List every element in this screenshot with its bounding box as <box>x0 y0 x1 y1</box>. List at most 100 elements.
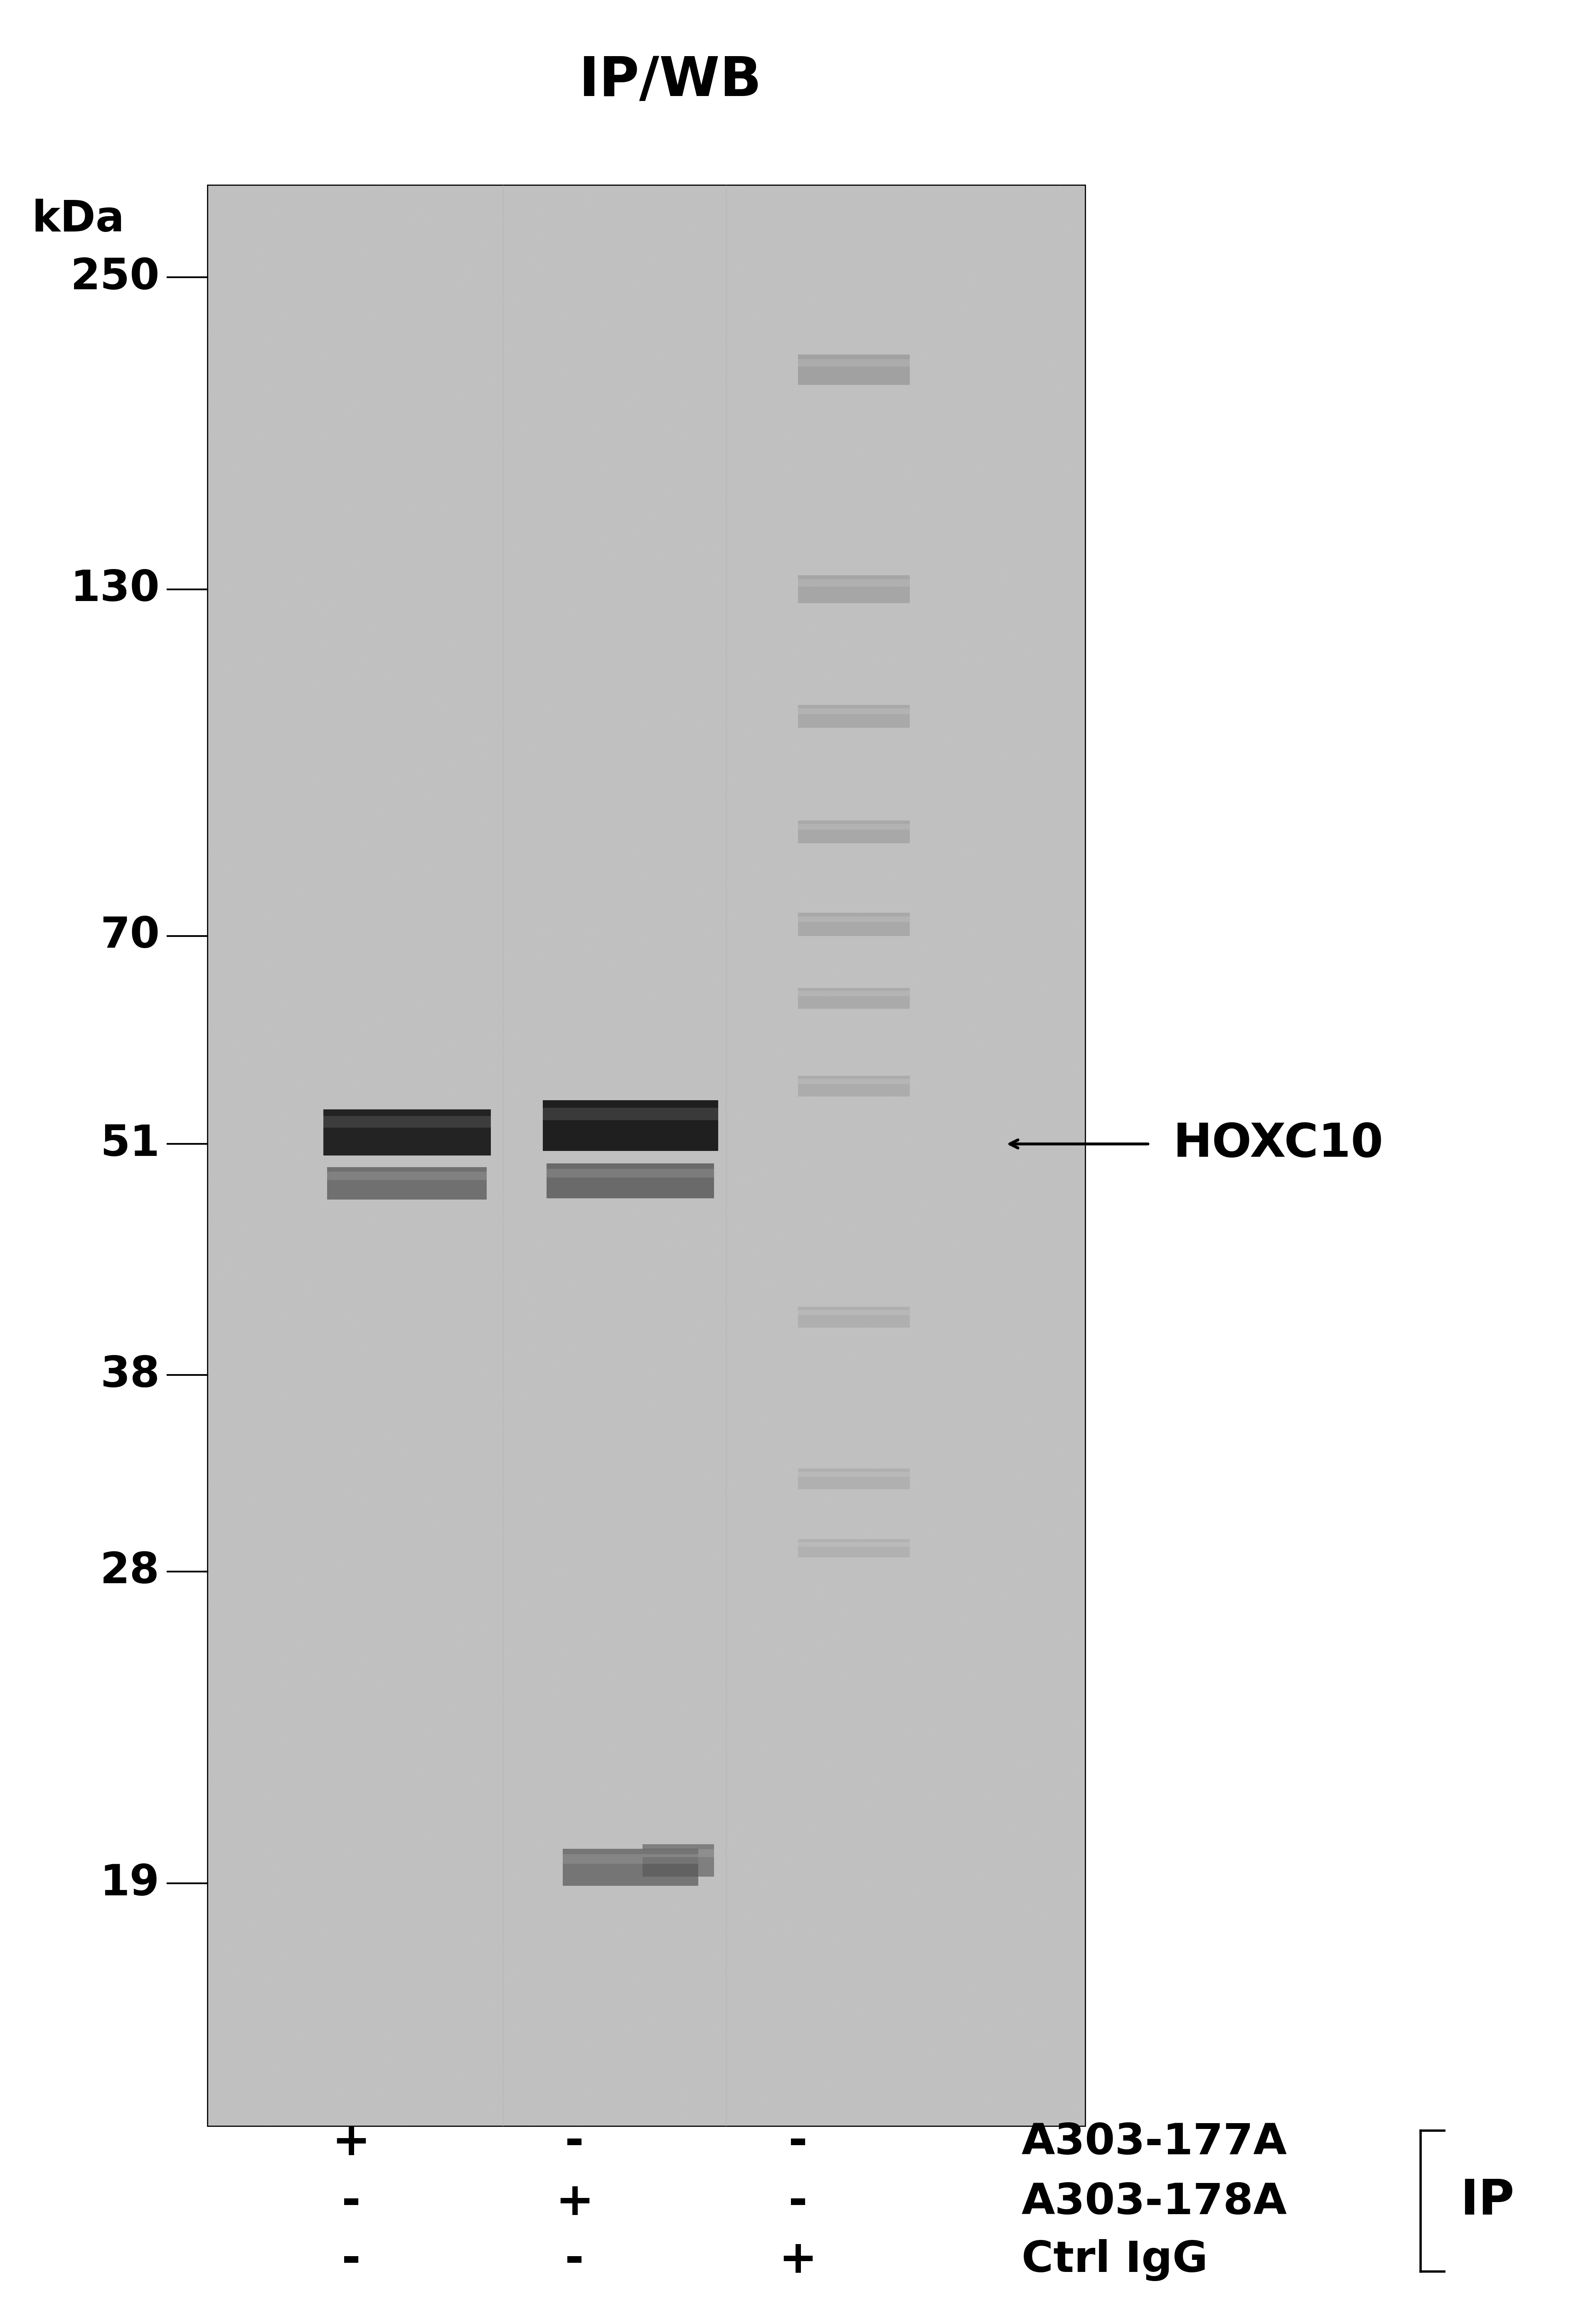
Point <box>760 1914 785 1950</box>
Point <box>1009 1837 1034 1874</box>
Point <box>749 1088 774 1125</box>
Point <box>571 569 597 605</box>
Point <box>945 268 970 305</box>
Point <box>397 1229 423 1266</box>
Point <box>886 1206 911 1243</box>
Point <box>284 504 310 541</box>
Point <box>827 1283 852 1320</box>
Point <box>611 1403 637 1440</box>
Point <box>804 2061 830 2098</box>
Point <box>993 2103 1018 2140</box>
Point <box>587 319 613 356</box>
Point <box>552 1435 578 1472</box>
Point <box>836 1389 862 1426</box>
Point <box>463 1729 488 1766</box>
Point <box>646 804 672 841</box>
Point <box>892 617 918 654</box>
Point <box>230 1914 255 1950</box>
Point <box>669 700 694 737</box>
Point <box>758 1197 784 1234</box>
Point <box>386 629 412 666</box>
Point <box>361 1195 386 1232</box>
Point <box>541 1431 567 1467</box>
Point <box>867 984 892 1021</box>
Point <box>236 1537 262 1574</box>
Point <box>1002 619 1028 656</box>
Point <box>466 952 492 989</box>
Point <box>733 1333 758 1370</box>
Point <box>235 1174 260 1211</box>
Point <box>918 1548 943 1585</box>
Point <box>479 1292 504 1329</box>
Point <box>546 508 571 545</box>
Point <box>905 1442 930 1479</box>
Point <box>648 1740 674 1777</box>
Point <box>310 520 335 557</box>
Point <box>792 1220 817 1257</box>
Point <box>348 370 373 407</box>
Point <box>310 1001 335 1038</box>
Point <box>594 448 619 485</box>
Point <box>648 746 674 783</box>
Point <box>230 310 255 347</box>
Point <box>855 1863 881 1900</box>
Point <box>1005 1745 1031 1782</box>
Point <box>334 811 359 848</box>
Point <box>621 1756 646 1793</box>
Point <box>1037 1010 1063 1047</box>
Point <box>439 1724 464 1761</box>
Point <box>634 1172 659 1209</box>
Point <box>697 1160 723 1197</box>
Point <box>638 1597 664 1634</box>
Point <box>581 802 606 839</box>
Point <box>681 1863 707 1900</box>
Point <box>956 1971 982 2008</box>
Point <box>634 1927 659 1964</box>
Point <box>359 638 385 675</box>
Point <box>699 428 725 465</box>
Point <box>1071 1433 1096 1470</box>
Point <box>378 649 404 686</box>
Point <box>958 2089 983 2126</box>
Point <box>1053 1052 1079 1088</box>
Point <box>1036 566 1061 603</box>
Point <box>1004 989 1029 1026</box>
Point <box>244 1978 270 2015</box>
Point <box>897 499 922 536</box>
Point <box>508 1266 533 1303</box>
Point <box>899 686 924 723</box>
Point <box>335 245 361 282</box>
Point <box>233 1756 259 1793</box>
Point <box>259 855 284 892</box>
Point <box>843 876 868 913</box>
Point <box>428 1934 453 1971</box>
Point <box>820 811 846 848</box>
Point <box>846 1001 871 1038</box>
Point <box>608 615 634 652</box>
Point <box>606 1916 632 1953</box>
Point <box>405 1183 431 1220</box>
Point <box>932 721 958 758</box>
Point <box>535 1840 560 1877</box>
Point <box>835 2085 860 2121</box>
Point <box>487 1273 512 1310</box>
Point <box>217 1659 243 1696</box>
Point <box>634 1188 659 1225</box>
Point <box>902 601 927 638</box>
Point <box>396 1223 421 1259</box>
Point <box>318 1530 343 1567</box>
Point <box>444 379 469 416</box>
Point <box>506 2052 531 2089</box>
Point <box>492 1176 517 1213</box>
Point <box>498 781 523 818</box>
Point <box>691 1514 717 1551</box>
Point <box>624 1276 650 1313</box>
Point <box>715 1285 741 1322</box>
Point <box>1028 1895 1053 1932</box>
Point <box>817 2068 843 2105</box>
Point <box>785 726 811 763</box>
Point <box>670 1088 696 1125</box>
Point <box>562 1449 587 1486</box>
Point <box>372 1798 397 1835</box>
Point <box>380 751 405 788</box>
